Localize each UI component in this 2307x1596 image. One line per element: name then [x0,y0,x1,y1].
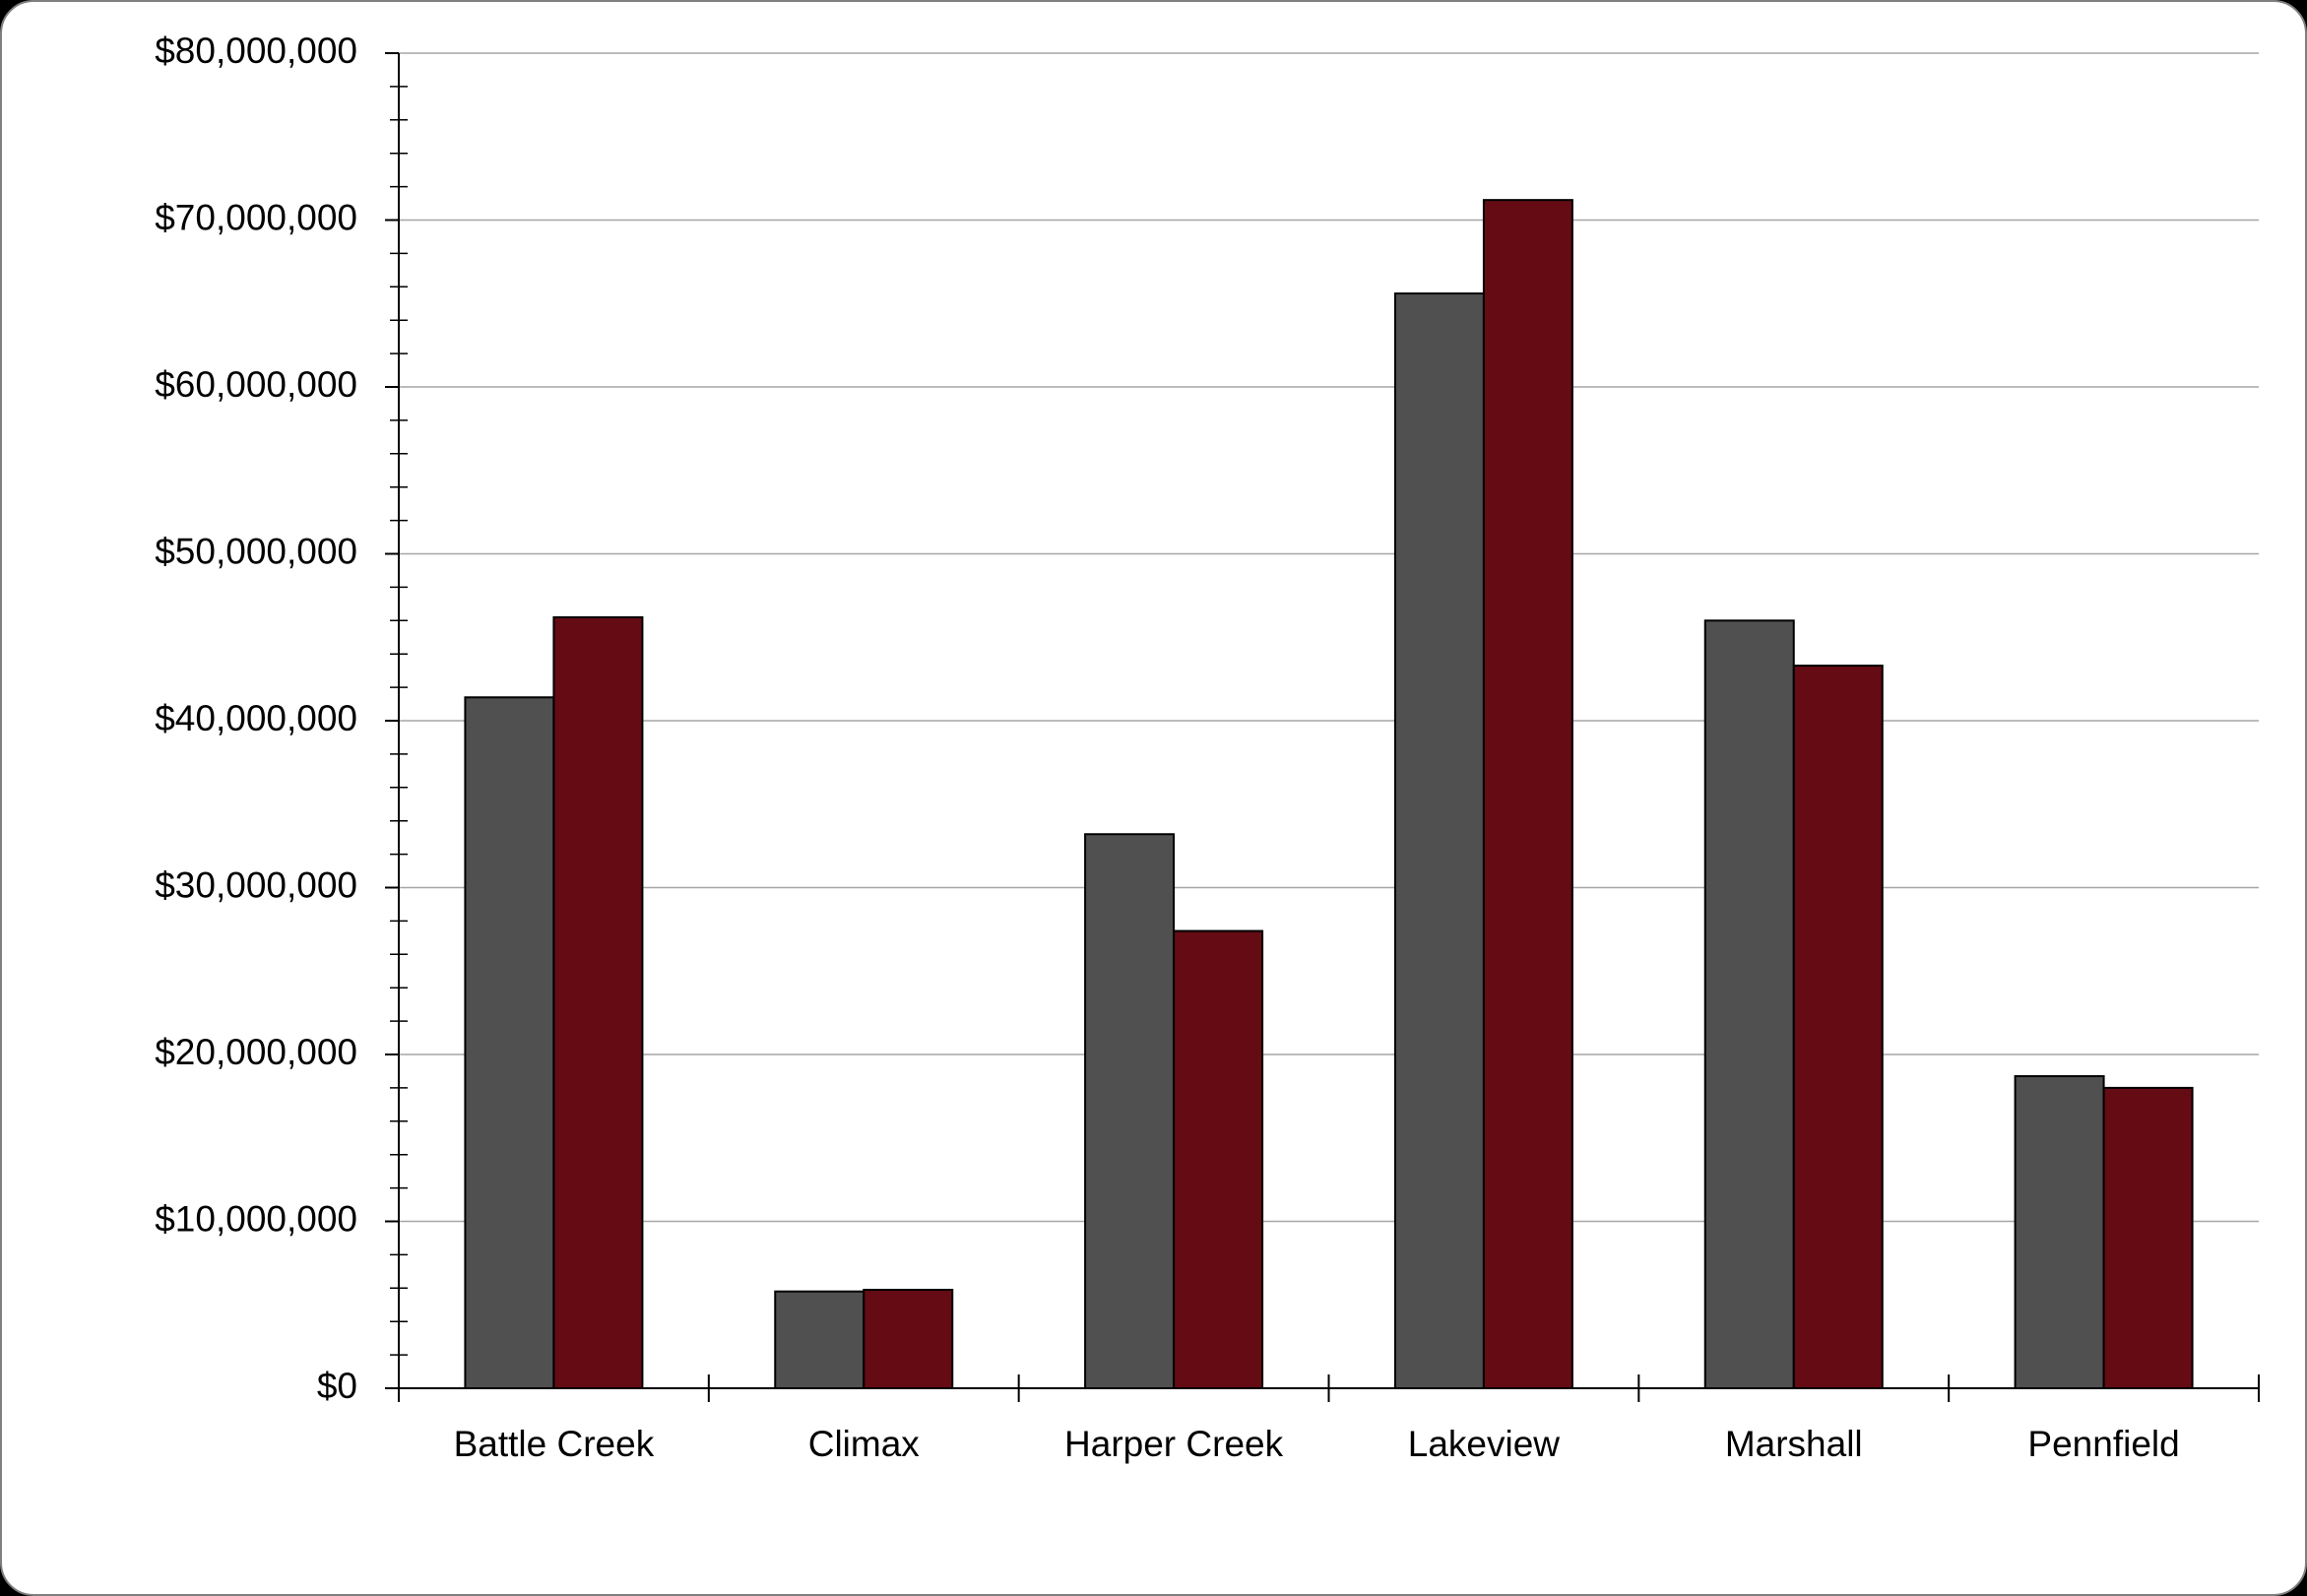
y-tick-label: $80,000,000 [155,31,357,71]
bar-series-2-harper-creek [1173,929,1264,1389]
bar-series-2-battle-creek [552,615,644,1389]
y-tick-label: $50,000,000 [155,531,357,571]
gridlines [399,52,2259,1223]
bar-series-1-battle-creek [464,696,555,1389]
bar-series-1-pennfield [2014,1075,2105,1390]
x-category-label: Battle Creek [454,1424,655,1464]
bar-series-1-climax [774,1290,865,1389]
y-tick-label: $10,000,000 [155,1198,357,1239]
axes [385,52,2260,1402]
y-tick-label: $0 [317,1366,357,1406]
tick-labels: $0 $10,000,000 $20,000,000 $30,000,000 $40,0… [155,31,2179,1464]
bar-series-2-pennfield [2102,1086,2194,1390]
y-tick-label: $60,000,000 [155,364,357,405]
x-category-label: Harper Creek [1064,1424,1284,1464]
bars [464,199,2194,1390]
y-tick-label: $70,000,000 [155,197,357,237]
y-tick-label: $20,000,000 [155,1032,357,1072]
bar-series-1-harper-creek [1084,833,1176,1389]
bar-series-2-lakeview [1482,199,1573,1389]
x-category-label: Pennfield [2027,1424,2179,1464]
bar-series-2-climax [863,1288,954,1389]
bar-series-2-marshall [1792,665,1884,1389]
x-category-label: Lakeview [1408,1424,1561,1464]
bar-series-1-lakeview [1393,292,1485,1390]
x-category-label: Marshall [1725,1424,1863,1464]
bar-series-1-marshall [1703,619,1795,1389]
x-category-label: Climax [808,1424,921,1464]
y-tick-label: $30,000,000 [155,864,357,905]
y-tick-label: $40,000,000 [155,698,357,738]
